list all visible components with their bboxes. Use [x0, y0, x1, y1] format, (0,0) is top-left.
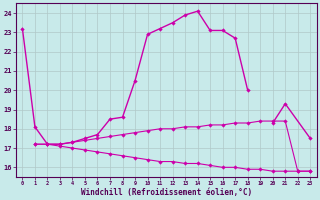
X-axis label: Windchill (Refroidissement éolien,°C): Windchill (Refroidissement éolien,°C): [81, 188, 252, 197]
